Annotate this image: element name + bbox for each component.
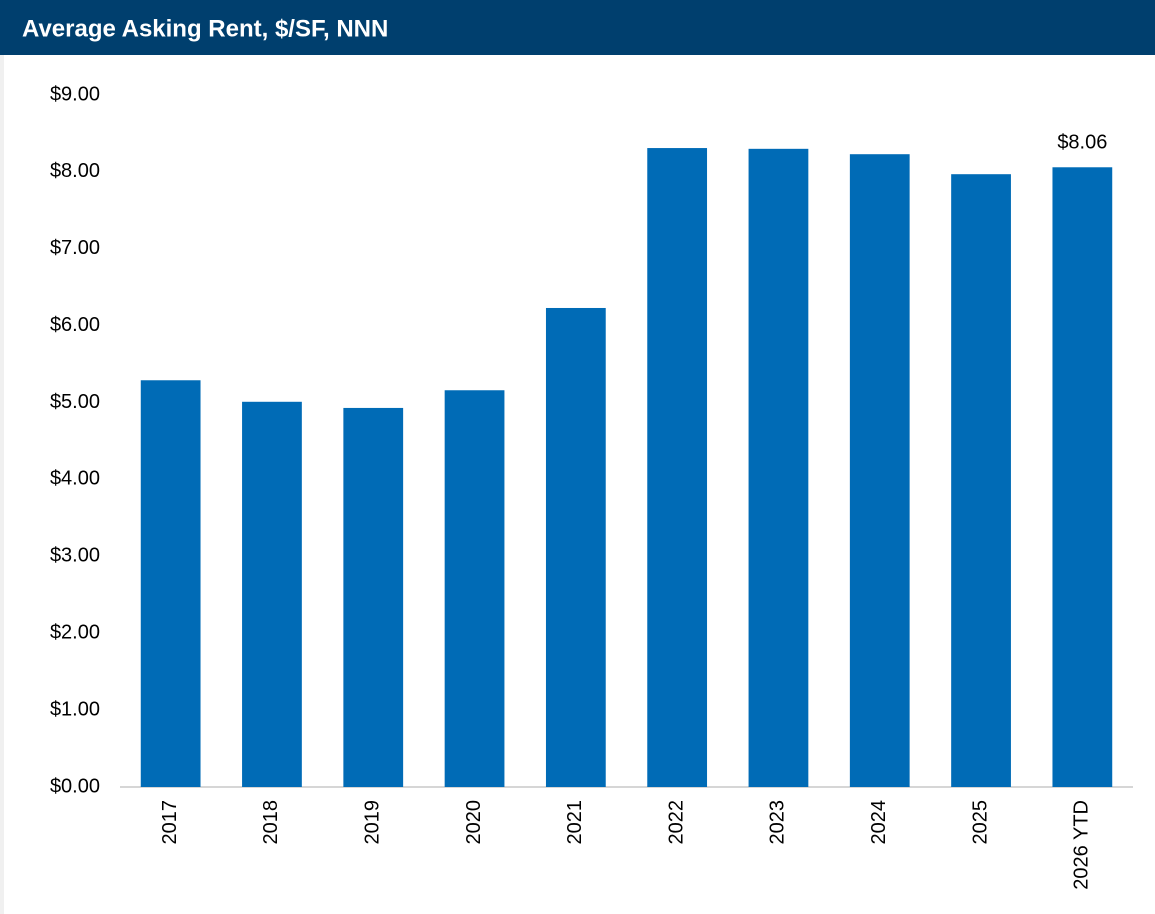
- bar: [849, 154, 910, 787]
- left-edge: [0, 0, 4, 914]
- bar: [951, 174, 1011, 787]
- y-tick-label: $6.00: [50, 314, 100, 336]
- y-tick-label: $8.00: [50, 160, 100, 182]
- bar: [242, 401, 302, 787]
- y-tick-label: $0.00: [50, 775, 100, 797]
- y-tick-label: $5.00: [50, 391, 100, 413]
- value-label: $8.06: [1057, 132, 1107, 154]
- x-tick-label: 2019: [362, 800, 384, 845]
- bar: [343, 407, 404, 787]
- x-tick-label: 2025: [969, 800, 991, 845]
- x-tick-label: 2022: [665, 800, 687, 845]
- x-tick-label: 2023: [767, 800, 789, 845]
- bar: [444, 390, 505, 787]
- x-tick-label: 2021: [564, 800, 586, 845]
- y-tick-label: $7.00: [50, 237, 100, 259]
- x-tick-label: 2026 YTD: [1071, 800, 1093, 890]
- y-tick-label: $4.00: [50, 468, 100, 490]
- y-tick-label: $9.00: [50, 83, 100, 105]
- bar: [748, 148, 809, 788]
- bar: [545, 307, 606, 787]
- y-tick-label: $1.00: [50, 698, 100, 720]
- bar: [1052, 167, 1113, 787]
- x-tick-label: 2018: [260, 800, 282, 845]
- bar: [140, 380, 201, 787]
- y-tick-label: $3.00: [50, 545, 100, 567]
- header-bar: [0, 0, 1155, 55]
- y-tick-label: $2.00: [50, 622, 100, 644]
- x-tick-label: 2017: [159, 800, 181, 845]
- bar: [647, 148, 708, 787]
- x-tick-label: 2024: [868, 800, 890, 845]
- chart-title: Average Asking Rent, $/SF, NNN: [22, 15, 388, 42]
- x-tick-label: 2020: [463, 800, 485, 845]
